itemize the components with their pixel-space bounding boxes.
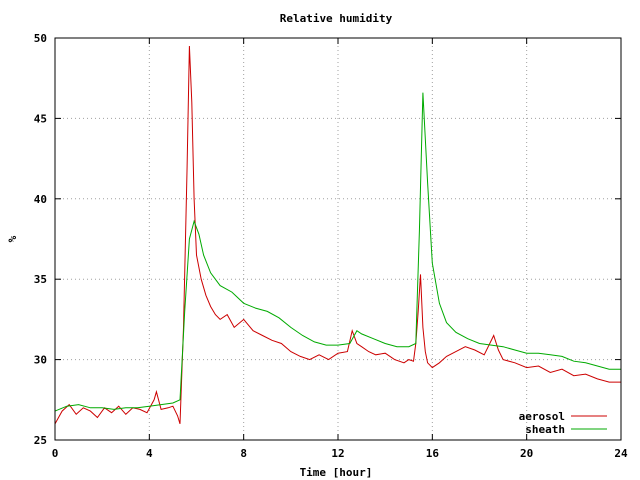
series-line-sheath (54, 92, 621, 412)
legend: aerosol sheath (519, 410, 607, 436)
y-axis-ticks: 25 30 35 40 45 50 (34, 32, 621, 447)
x-tick-label: 20 (520, 447, 533, 460)
chart-title: Relative humidity (280, 12, 393, 25)
legend-label-sheath: sheath (525, 423, 565, 436)
y-tick-label: 35 (34, 273, 47, 286)
legend-label-aerosol: aerosol (519, 410, 565, 423)
x-tick-label: 24 (614, 447, 628, 460)
x-tick-label: 8 (240, 447, 247, 460)
x-axis-ticks: 0 4 8 12 16 20 24 (52, 38, 628, 460)
x-tick-label: 4 (146, 447, 153, 460)
x-tick-label: 12 (331, 447, 344, 460)
x-tick-label: 0 (52, 447, 59, 460)
x-axis-label: Time [hour] (300, 466, 373, 479)
y-tick-label: 30 (34, 354, 47, 367)
x-tick-label: 16 (426, 447, 440, 460)
plot-series (54, 45, 621, 425)
y-tick-label: 45 (34, 112, 47, 125)
y-tick-label: 40 (34, 193, 47, 206)
y-axis-label: % (6, 235, 19, 242)
y-tick-label: 25 (34, 434, 47, 447)
y-tick-label: 50 (34, 32, 47, 45)
grid (55, 38, 621, 440)
